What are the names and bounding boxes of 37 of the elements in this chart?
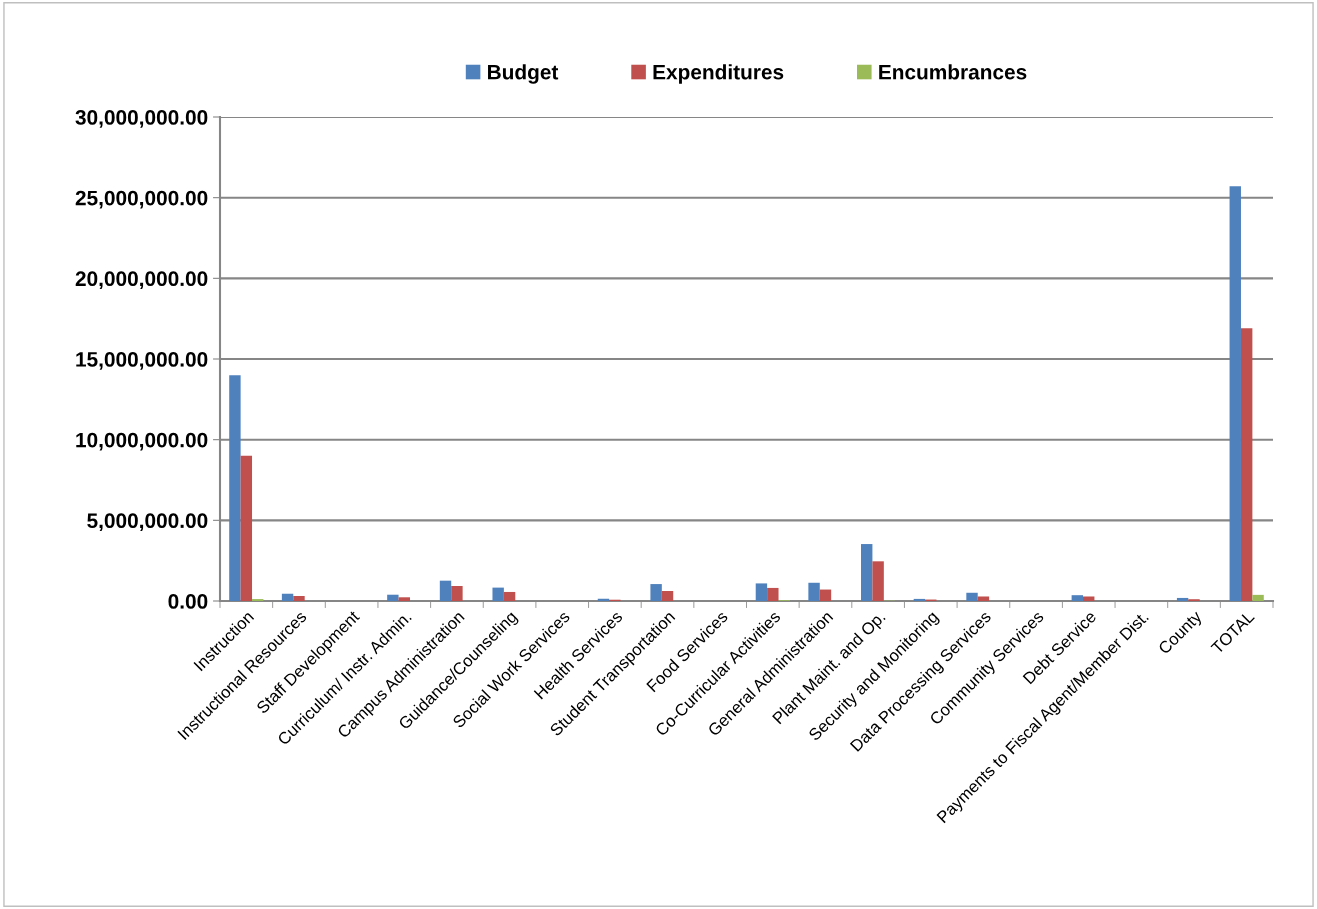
bar — [1229, 186, 1241, 601]
bar — [966, 592, 978, 601]
bar — [229, 375, 241, 601]
bar — [767, 587, 779, 601]
legend-label: Budget — [488, 64, 559, 84]
legend-label: Encumbrances — [879, 64, 1027, 80]
bar — [1240, 328, 1253, 601]
legend-label: Expenditures — [653, 64, 784, 84]
bar — [387, 594, 399, 601]
bar — [293, 596, 305, 601]
y-tick-label: 30,000,000.00 — [75, 110, 208, 128]
bar — [872, 561, 884, 601]
bar — [913, 598, 926, 601]
bar — [819, 589, 832, 601]
bar — [755, 583, 768, 601]
bar — [451, 586, 463, 601]
bar — [1083, 596, 1095, 601]
y-tick-label: 25,000,000.00 — [75, 190, 208, 209]
y-tick-label: 15,000,000.00 — [76, 352, 208, 370]
bar — [240, 455, 253, 601]
y-tick-label: 0.00 — [168, 594, 208, 609]
y-tick-label: 20,000,000.00 — [75, 271, 208, 290]
bar — [661, 591, 674, 601]
bar — [281, 593, 294, 601]
bar — [808, 582, 820, 601]
bar — [503, 591, 516, 601]
bar — [398, 597, 410, 601]
bar — [1176, 597, 1189, 601]
bar — [1071, 595, 1084, 601]
bar — [650, 584, 662, 601]
y-tick-label: 5,000,000.00 — [87, 513, 208, 532]
bar — [439, 580, 452, 601]
bar — [977, 596, 990, 601]
y-tick-label: 10,000,000.00 — [76, 432, 208, 451]
bar — [1252, 594, 1264, 601]
bar — [861, 544, 873, 601]
bar — [492, 587, 504, 601]
